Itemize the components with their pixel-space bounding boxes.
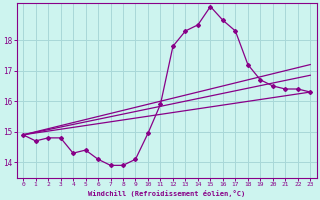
- X-axis label: Windchill (Refroidissement éolien,°C): Windchill (Refroidissement éolien,°C): [88, 190, 245, 197]
